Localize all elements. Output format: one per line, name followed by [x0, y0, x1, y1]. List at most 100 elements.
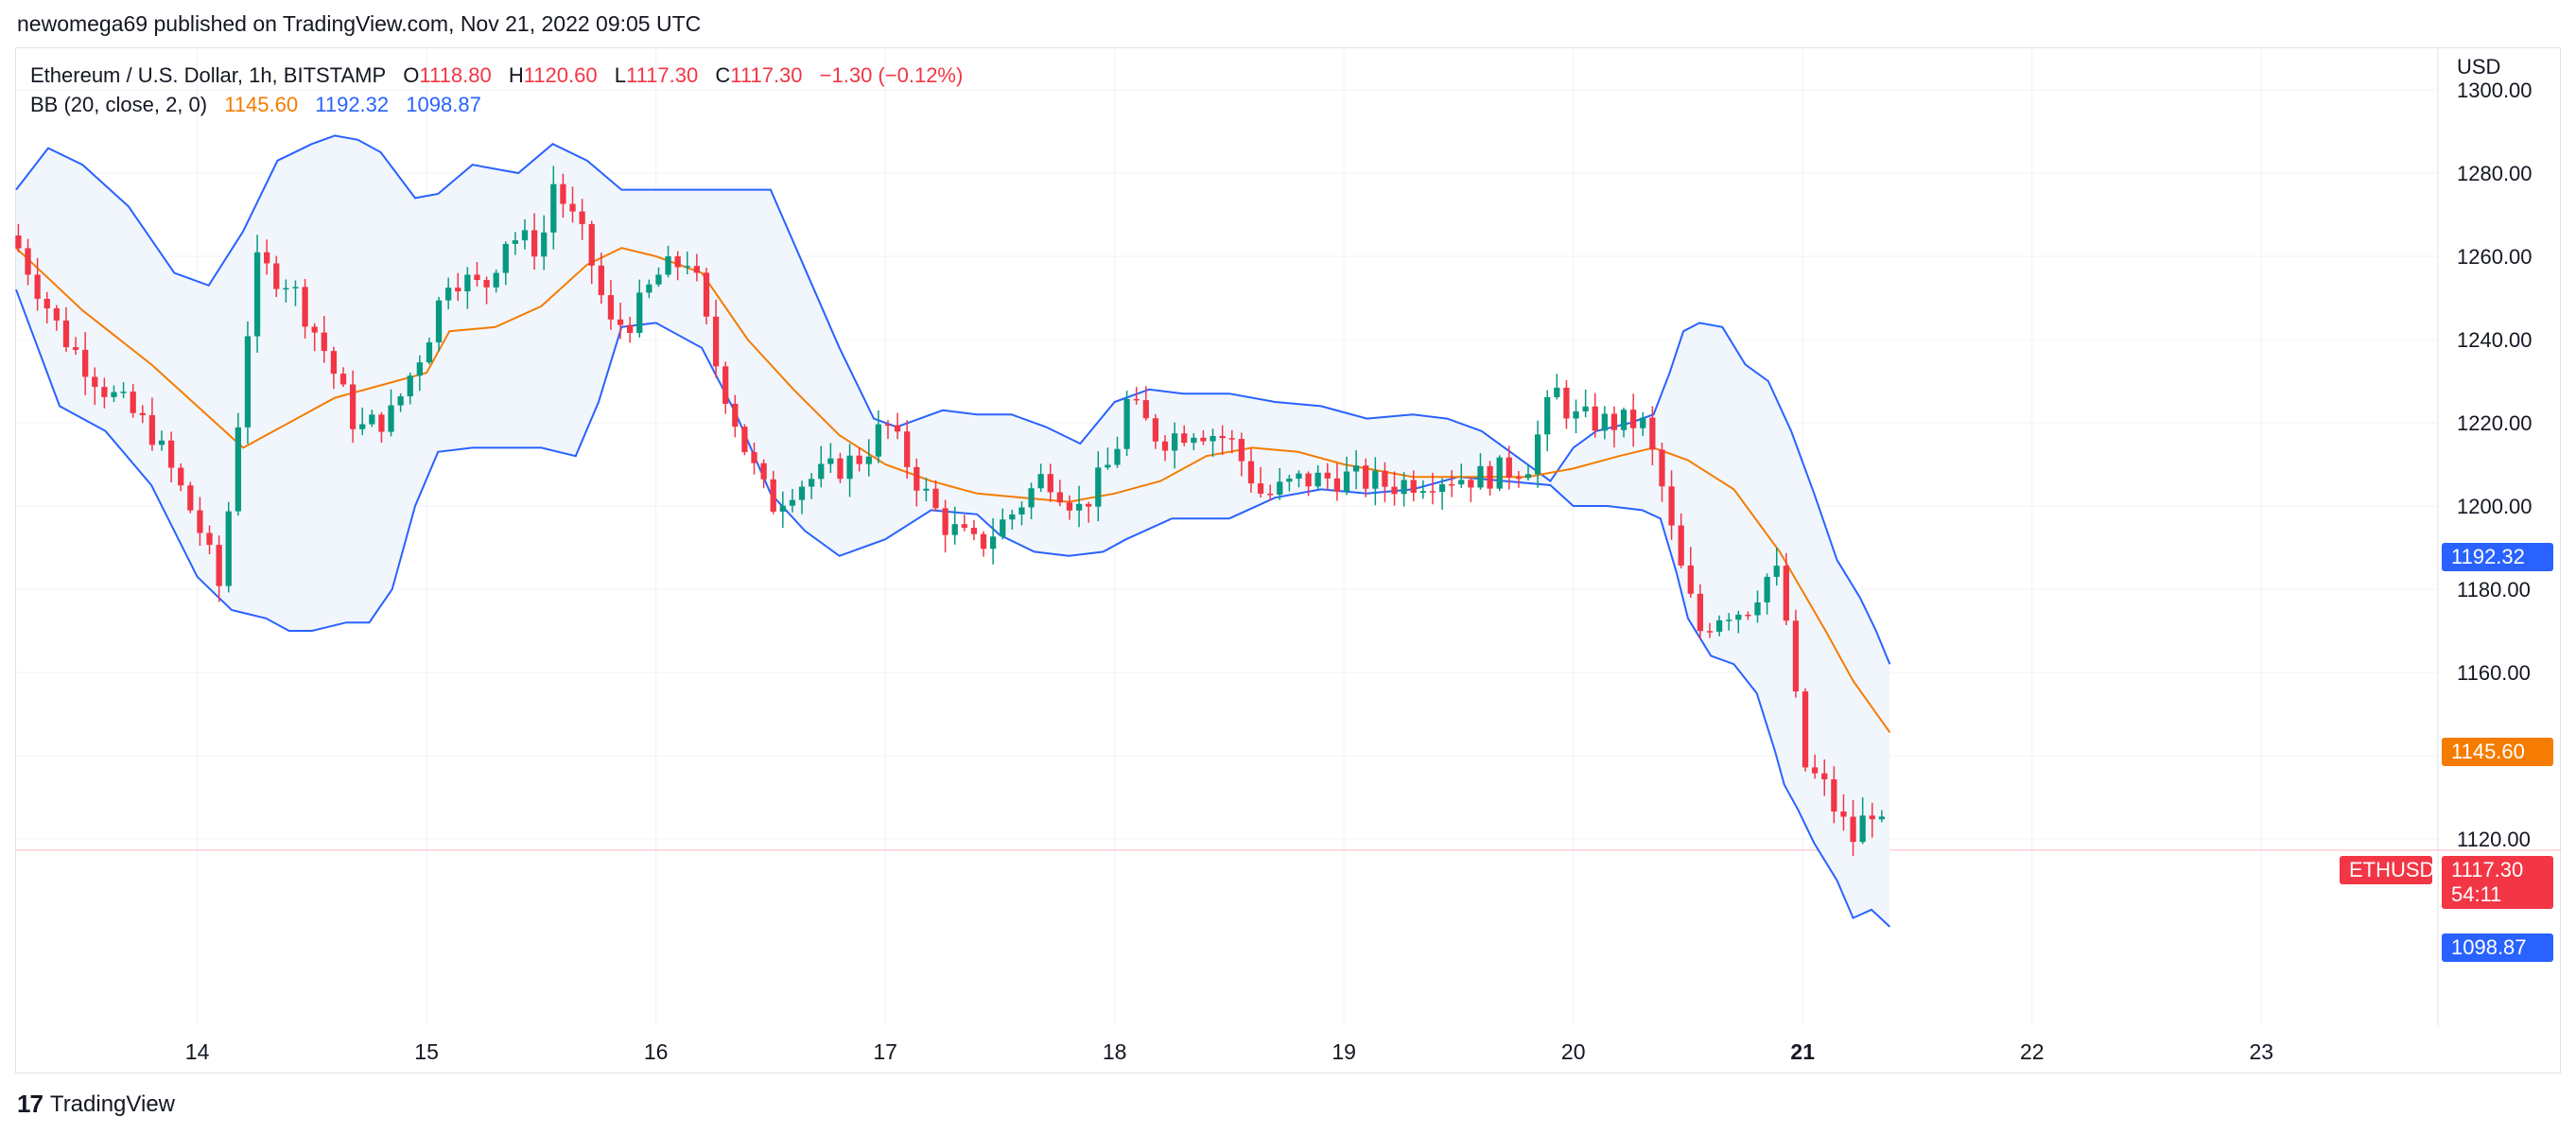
candle-down [598, 265, 604, 296]
candle-down [1678, 525, 1684, 566]
ohlc-row: Ethereum / U.S. Dollar, 1h, BITSTAMP O11… [30, 61, 963, 90]
time-tick-label: 19 [1332, 1039, 1356, 1064]
candle-down [273, 263, 280, 289]
candle-up [1401, 480, 1407, 495]
candle-down [264, 252, 270, 264]
candle-up [989, 536, 997, 550]
candle-down [1449, 483, 1455, 486]
candle-down [1649, 417, 1656, 450]
candle-series [15, 166, 1886, 857]
candle-down [1850, 816, 1856, 843]
candle-up [1458, 480, 1465, 485]
bb-lower-line [15, 288, 1891, 928]
bb-upper-value: 1192.32 [315, 93, 390, 116]
candle-up [283, 288, 289, 290]
candle-down [321, 332, 327, 352]
candle-up [1524, 474, 1532, 479]
candle-down [1047, 474, 1053, 493]
candle-down [1840, 811, 1847, 817]
candle-up [1438, 483, 1446, 493]
candle-down [167, 440, 175, 468]
candle-down [1783, 566, 1789, 621]
publisher-caption: newomega69 published on TradingView.com,… [17, 11, 702, 36]
candle-down [1668, 486, 1675, 526]
candle-down [34, 274, 41, 299]
candle-down [607, 295, 615, 320]
candle-down [837, 458, 844, 480]
candle-down [961, 524, 967, 529]
candle-up [493, 272, 499, 288]
candle-up [512, 240, 519, 244]
candle-up [1105, 464, 1111, 468]
candle-down [1515, 477, 1523, 480]
footer-brand[interactable]: 17 TradingView [17, 1090, 175, 1119]
time-tick-label: 23 [2249, 1039, 2273, 1064]
candle-up [1754, 602, 1761, 616]
candle-down [627, 324, 634, 333]
close-label: C [715, 63, 731, 87]
candle-up [655, 274, 662, 285]
candle-up [1640, 417, 1646, 428]
candle-down [1333, 478, 1341, 492]
candle-down [1487, 465, 1493, 489]
candle-down [1630, 410, 1637, 428]
high-value: 1120.60 [523, 63, 598, 87]
candle-down [197, 510, 203, 533]
candle-down [531, 230, 538, 257]
candle-up [1735, 614, 1742, 620]
candle-up [827, 458, 834, 464]
candle-down [1086, 503, 1092, 507]
candle-down [932, 488, 939, 509]
candle-up [464, 274, 471, 292]
candle-down [1812, 767, 1819, 774]
open-value: 1118.80 [419, 63, 492, 87]
candle-down [206, 532, 213, 546]
candle-down [1468, 480, 1474, 488]
high-label: H [508, 63, 524, 87]
candle-down [1792, 620, 1800, 692]
last-price: 1117.30 [2451, 858, 2524, 881]
time-tick-label: 15 [414, 1039, 439, 1064]
candle-up [1544, 396, 1551, 435]
candle-up [1009, 514, 1016, 520]
candle-down [1305, 473, 1312, 487]
chart-frame [15, 47, 2561, 1073]
candle-up [1352, 465, 1360, 472]
candle-down [1161, 441, 1169, 451]
low-value: 1117.30 [625, 63, 699, 87]
candle-up [1582, 406, 1589, 411]
candle-up [1343, 471, 1350, 492]
symbol-title[interactable]: Ethereum / U.S. Dollar, 1h, BITSTAMP [30, 63, 387, 87]
chart-grid [16, 48, 2561, 1026]
candle-down [1142, 400, 1149, 419]
candle-down [1563, 387, 1570, 419]
candle-up [779, 505, 786, 512]
candle-down [884, 424, 892, 427]
candle-up [225, 511, 232, 586]
candle-down [914, 466, 920, 491]
candle-down [1181, 433, 1188, 444]
bb-indicator-label[interactable]: BB (20, close, 2, 0) [30, 93, 208, 116]
candle-up [1554, 387, 1560, 397]
currency-label[interactable]: USD [2457, 55, 2501, 79]
bollinger-band [15, 134, 1891, 928]
candle-up [292, 287, 299, 288]
candle-down [1267, 493, 1274, 496]
price-tick-label: 1160.00 [2457, 661, 2531, 685]
candle-down [1831, 778, 1837, 812]
candle-down [139, 412, 146, 415]
candle-down [1429, 491, 1436, 493]
candle-up [1114, 448, 1121, 465]
candle-up [1037, 474, 1044, 489]
price-axis: 1120.001140.001160.001180.001200.001220.… [2457, 79, 2532, 851]
candle-up [1075, 503, 1083, 511]
candle-up [426, 341, 433, 363]
candle-down [1610, 413, 1618, 430]
candle-down [62, 320, 70, 348]
candle-up [1419, 491, 1426, 494]
candle-up [636, 292, 643, 333]
time-axis: 14 15 16 17 18 19 20 21 22 23 [185, 1039, 2273, 1064]
candle-up [502, 243, 509, 273]
candle-down [856, 455, 862, 464]
